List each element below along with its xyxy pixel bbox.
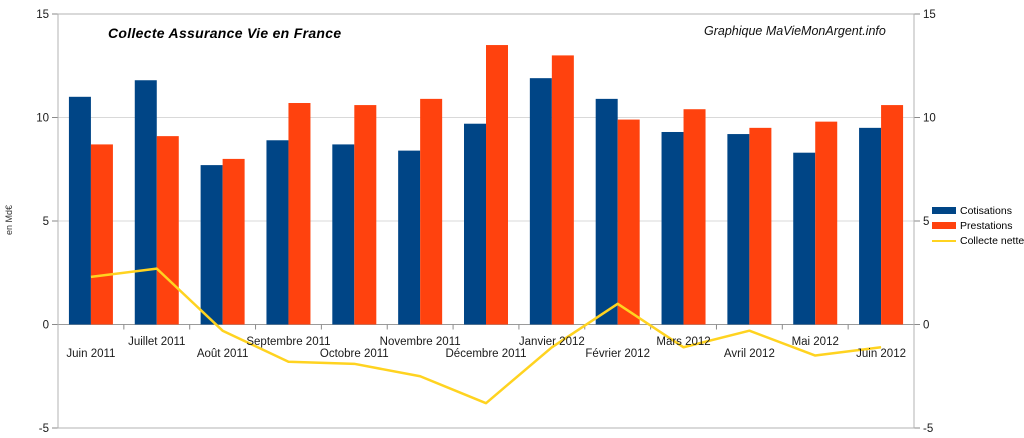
collecte-nette-line-swatch-icon: [932, 239, 956, 242]
bar-cotisations-11: [793, 152, 816, 325]
x-axis-label-0: Juin 2011: [66, 348, 115, 360]
collecte-nette-line: [90, 267, 882, 405]
bar-cotisations-9: [661, 131, 684, 325]
legend-label: Cotisations: [960, 204, 1012, 217]
x-axis-label-2: Août 2011: [197, 348, 249, 360]
prestations-swatch-icon: [932, 222, 956, 229]
bar-prestations-5: [420, 98, 443, 325]
bar-prestations-9: [683, 109, 706, 325]
x-axis-label-3: Septembre 2011: [246, 336, 330, 348]
x-axis-label-7: Janvier 2012: [519, 336, 585, 348]
bar-prestations-3: [288, 103, 311, 325]
y-axis-label-left-10: 10: [36, 113, 49, 125]
bar-prestations-2: [222, 158, 245, 325]
bar-cotisations-5: [398, 150, 421, 325]
bar-prestations-1: [156, 136, 179, 325]
bar-cotisations-2: [200, 165, 223, 325]
bar-prestations-12: [881, 105, 904, 325]
x-axis-label-5: Novembre 2011: [380, 336, 461, 348]
bar-cotisations-3: [266, 140, 289, 325]
bar-prestations-10: [749, 127, 772, 325]
chart-title: Collecte Assurance Vie en France: [108, 25, 342, 41]
bar-cotisations-1: [134, 80, 157, 325]
x-axis-label-8: Février 2012: [585, 348, 650, 360]
x-axis-label-1: Juillet 2011: [128, 336, 185, 348]
bar-prestations-4: [354, 105, 377, 325]
y-axis-label-left-15: 15: [36, 9, 49, 21]
cotisations-swatch-icon: [932, 207, 956, 214]
watermark: Graphique MaVieMonArgent.info: [704, 24, 886, 38]
x-axis-label-6: Décembre 2011: [446, 348, 527, 360]
bar-cotisations-0: [68, 96, 91, 325]
bar-cotisations-8: [595, 98, 618, 325]
y-axis-label-right-5: 5: [923, 216, 929, 228]
bar-prestations-8: [617, 119, 640, 325]
legend-label: Prestations: [960, 219, 1013, 232]
y-axis-label-left--5: -5: [39, 423, 49, 435]
x-axis-label-10: Avril 2012: [724, 348, 775, 360]
bar-cotisations-7: [529, 78, 552, 325]
x-axis-label-9: Mars 2012: [656, 336, 710, 348]
bar-prestations-7: [551, 55, 574, 325]
legend-item-collecte-nette: Collecte nette: [932, 233, 1024, 248]
legend-item-prestations: Prestations: [932, 218, 1024, 233]
bar-prestations-0: [90, 144, 113, 325]
bar-cotisations-6: [464, 123, 486, 325]
bar-cotisations-12: [859, 127, 882, 325]
y-axis-label-left-5: 5: [43, 216, 49, 228]
bar-prestations-11: [815, 121, 838, 325]
plot-border: [57, 13, 915, 429]
y-axis-label-right-10: 10: [923, 113, 936, 125]
legend-label: Collecte nette: [960, 234, 1024, 247]
x-axis-label-4: Octobre 2011: [320, 348, 389, 360]
y-axis-label-right--5: -5: [923, 423, 933, 435]
legend: Cotisations Prestations Collecte nette: [932, 203, 1024, 248]
bar-prestations-6: [486, 45, 508, 325]
legend-item-cotisations: Cotisations: [932, 203, 1024, 218]
bar-cotisations-4: [332, 144, 355, 325]
y-axis-unit-label: en Md€: [4, 204, 15, 236]
y-axis-label-right-0: 0: [923, 320, 929, 332]
y-axis-label-left-0: 0: [43, 320, 49, 332]
y-axis-label-right-15: 15: [923, 9, 936, 21]
x-axis-label-11: Mai 2012: [792, 336, 839, 348]
bar-cotisations-10: [727, 134, 750, 325]
x-axis-label-12: Juin 2012: [856, 348, 906, 360]
